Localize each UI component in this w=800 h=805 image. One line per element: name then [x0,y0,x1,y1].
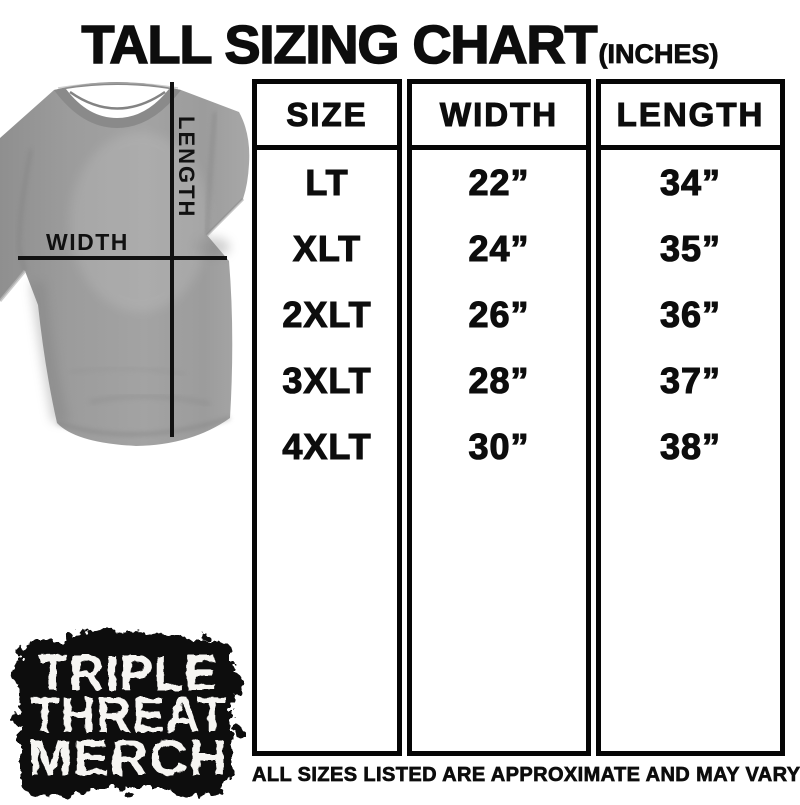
column-header-size: SIZE [257,84,397,150]
shadow-left-body [30,282,70,422]
collar-opening [66,85,169,118]
title-units: (INCHES) [598,39,719,70]
wrinkle-1 [89,394,211,407]
table-cell-width: 22” [468,161,530,203]
width-label: WIDTH [46,229,129,255]
tshirt-diagram: WIDTH LENGTH [0,72,255,457]
column-header-width: WIDTH [412,84,586,150]
tshirt-illustration: WIDTH LENGTH [0,82,250,446]
collar-highlight [57,82,179,89]
left-sleeve-seam [17,148,32,272]
logo-line-1: TRIPLE [38,645,218,701]
hem-shadow [56,416,231,436]
logo-splatter-background [10,631,244,800]
table-cell-width: 26” [468,293,530,335]
table-cell-width: 28” [468,359,530,401]
table-cell-size: 4XLT [282,425,372,467]
table-cell-width: 24” [468,227,530,269]
table-cell-length: 34” [659,161,722,203]
table-cell-size: 2XLT [282,293,372,335]
table-cell-length: 36” [659,293,722,335]
table-column-size: SIZE LT XLT 2XLT 3XLT 4XLT [252,79,402,756]
table-column-length: LENGTH 34” 35” 36” 37” 38” [596,79,785,756]
length-label: LENGTH [174,116,199,218]
table-cell-size: 3XLT [282,359,372,401]
table-cell-length: 37” [659,359,722,401]
logo-line-3: MERCH [28,730,228,786]
disclaimer-text: ALL SIZES LISTED ARE APPROXIMATE AND MAY… [252,764,800,787]
page-title: TALL SIZING CHART (INCHES) [0,14,800,76]
table-cell-width: 30” [468,425,530,467]
title-text: TALL SIZING CHART [81,14,599,76]
table-cell-length: 38” [659,425,722,467]
logo-line-2: THREAT [30,687,228,743]
right-sleeve-seam [206,111,216,236]
left-cuff-edge [0,270,27,302]
column-header-length: LENGTH [601,84,780,150]
table-cell-size: XLT [292,227,362,269]
table-cell-size: LT [305,161,349,203]
right-cuff-edge [205,197,245,237]
table-cell-length: 35” [659,227,722,269]
table-column-width: WIDTH 22” 24” 26” 28” 30” [407,79,591,756]
brand-logo-graphic: TRIPLE THREAT MERCH [10,631,244,800]
collar-crease [69,90,166,110]
brand-logo: TRIPLE THREAT MERCH [10,614,246,800]
highlight-chest [70,132,210,312]
